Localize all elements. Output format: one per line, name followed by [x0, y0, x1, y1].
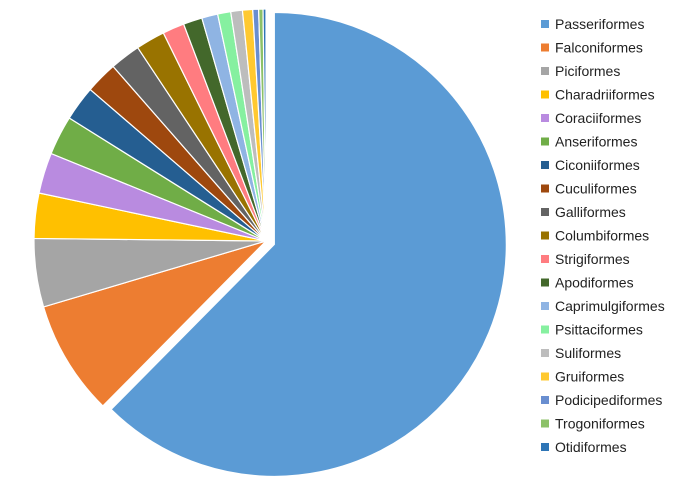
legend-label: Anseriformes — [555, 134, 637, 150]
legend-item-piciformes: Piciformes — [541, 63, 620, 79]
legend-label: Passeriformes — [555, 16, 644, 32]
legend-label: Coraciiformes — [555, 110, 641, 126]
legend-item-coraciiformes: Coraciiformes — [541, 110, 641, 126]
legend-swatch — [541, 184, 549, 193]
legend-item-caprimulgiformes: Caprimulgiformes — [541, 298, 665, 314]
legend-swatch — [541, 255, 549, 263]
legend-swatch — [541, 396, 549, 404]
legend-label: Otidiformes — [555, 439, 627, 455]
pie-slice-otidiformes — [262, 8, 267, 242]
legend-item-trogoniformes: Trogoniformes — [541, 416, 645, 432]
legend-item-strigiformes: Strigiformes — [541, 251, 630, 267]
legend-swatch — [541, 161, 549, 169]
legend-swatch — [541, 278, 549, 287]
legend-swatch — [541, 137, 549, 146]
legend-swatch — [541, 208, 549, 216]
legend-swatch — [541, 443, 549, 451]
legend-label: Caprimulgiformes — [555, 298, 665, 314]
legend-item-cuculiformes: Cuculiformes — [541, 181, 637, 197]
legend-label: Apodiformes — [555, 275, 634, 291]
legend-label: Suliformes — [555, 345, 621, 361]
legend-label: Trogoniformes — [555, 416, 645, 432]
legend-label: Columbiformes — [555, 228, 649, 244]
legend-swatch — [541, 231, 549, 240]
legend-item-columbiformes: Columbiformes — [541, 228, 649, 244]
legend-label: Ciconiiformes — [555, 157, 640, 173]
legend: Passeriformes Falconiformes Piciformes Char… — [541, 16, 665, 455]
legend-label: Cuculiformes — [555, 181, 637, 197]
legend-swatch — [541, 325, 549, 334]
legend-swatch — [541, 43, 549, 52]
legend-label: Piciformes — [555, 63, 620, 79]
legend-swatch — [541, 419, 549, 428]
legend-swatch — [541, 302, 549, 310]
legend-swatch — [541, 20, 549, 28]
legend-swatch — [541, 349, 549, 357]
pie-slice-passeriformes — [110, 11, 507, 477]
legend-item-charadriiformes: Charadriiformes — [541, 87, 655, 103]
legend-item-ciconiiformes: Ciconiiformes — [541, 157, 640, 173]
legend-item-apodiformes: Apodiformes — [541, 275, 634, 291]
legend-swatch — [541, 90, 549, 99]
legend-item-passeriformes: Passeriformes — [541, 16, 644, 32]
legend-item-anseriformes: Anseriformes — [541, 134, 637, 150]
legend-swatch — [541, 114, 549, 122]
legend-swatch — [541, 67, 549, 75]
legend-swatch — [541, 372, 549, 381]
legend-label: Gruiformes — [555, 369, 624, 385]
legend-label: Falconiformes — [555, 40, 643, 56]
legend-label: Psittaciformes — [555, 322, 643, 338]
pie-slice-falconiformes — [42, 240, 267, 407]
legend-label: Galliformes — [555, 204, 626, 220]
legend-item-galliformes: Galliformes — [541, 204, 626, 220]
legend-item-podicipediformes: Podicipediformes — [541, 392, 662, 408]
legend-label: Charadriiformes — [555, 87, 655, 103]
legend-label: Podicipediformes — [555, 392, 662, 408]
legend-item-otidiformes: Otidiformes — [541, 439, 627, 455]
legend-item-psittaciformes: Psittaciformes — [541, 322, 643, 338]
legend-item-gruiformes: Gruiformes — [541, 369, 624, 385]
legend-label: Strigiformes — [555, 251, 630, 267]
legend-item-suliformes: Suliformes — [541, 345, 621, 361]
legend-item-falconiformes: Falconiformes — [541, 40, 643, 56]
pie-slices — [33, 8, 507, 477]
